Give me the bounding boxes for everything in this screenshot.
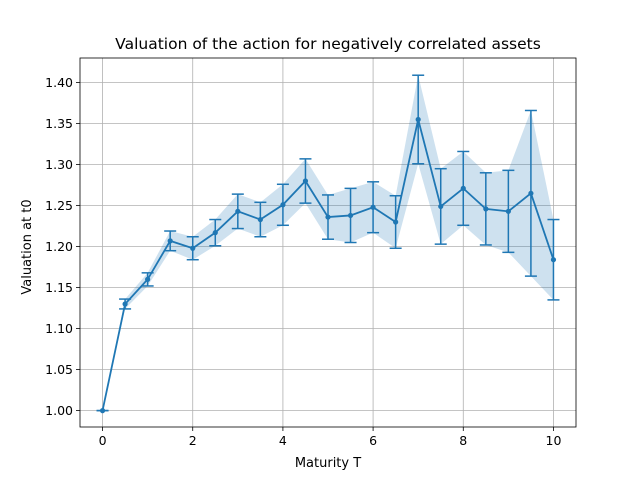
data-point bbox=[483, 206, 489, 212]
y-tick-label: 1.35 bbox=[45, 116, 73, 131]
data-point bbox=[438, 203, 444, 210]
data-point bbox=[347, 212, 354, 219]
x-tick-label: 8 bbox=[459, 433, 467, 448]
series-line bbox=[101, 119, 555, 411]
x-axis-label: Maturity T bbox=[295, 456, 361, 471]
data-point bbox=[550, 257, 557, 263]
y-tick-label: 1.05 bbox=[45, 362, 73, 377]
y-tick-label: 1.20 bbox=[45, 239, 73, 254]
data-point bbox=[122, 301, 128, 307]
data-point bbox=[99, 408, 106, 414]
x-tick-label: 2 bbox=[189, 433, 197, 448]
y-tick-label: 1.00 bbox=[45, 403, 73, 418]
data-point bbox=[280, 202, 286, 208]
data-point bbox=[393, 219, 399, 225]
data-points bbox=[99, 116, 557, 414]
data-point bbox=[145, 276, 151, 282]
x-tick-label: 0 bbox=[99, 433, 107, 448]
x-tick-label: 10 bbox=[546, 433, 562, 448]
y-tick-label: 1.15 bbox=[45, 280, 73, 295]
x-tick-label: 6 bbox=[369, 433, 377, 448]
y-axis-ticks: 1.00 1.05 1.10 1.15 1.20 1.25 1.30 1.35 1.40 bbox=[45, 75, 80, 418]
data-point bbox=[415, 116, 421, 123]
y-tick-label: 1.10 bbox=[45, 321, 73, 336]
data-point bbox=[460, 185, 466, 191]
plot-frame bbox=[79, 57, 577, 428]
data-point bbox=[370, 204, 376, 210]
chart-title: Valuation of the action for negatively c… bbox=[115, 35, 541, 53]
data-point bbox=[212, 230, 218, 236]
valuation-line bbox=[101, 119, 555, 411]
y-axis-label: Valuation at t0 bbox=[20, 199, 35, 294]
data-point bbox=[505, 208, 511, 214]
data-point bbox=[302, 178, 309, 184]
data-point bbox=[257, 216, 263, 223]
x-axis-ticks: 0 2 4 6 8 10 bbox=[99, 427, 562, 448]
data-point bbox=[325, 214, 331, 220]
x-tick-label: 4 bbox=[279, 433, 287, 448]
data-point bbox=[235, 208, 241, 214]
y-tick-label: 1.30 bbox=[45, 157, 73, 172]
data-point bbox=[528, 190, 534, 196]
data-point bbox=[190, 245, 196, 251]
y-tick-label: 1.25 bbox=[45, 198, 73, 213]
data-point bbox=[167, 238, 173, 244]
y-tick-label: 1.40 bbox=[45, 75, 73, 90]
